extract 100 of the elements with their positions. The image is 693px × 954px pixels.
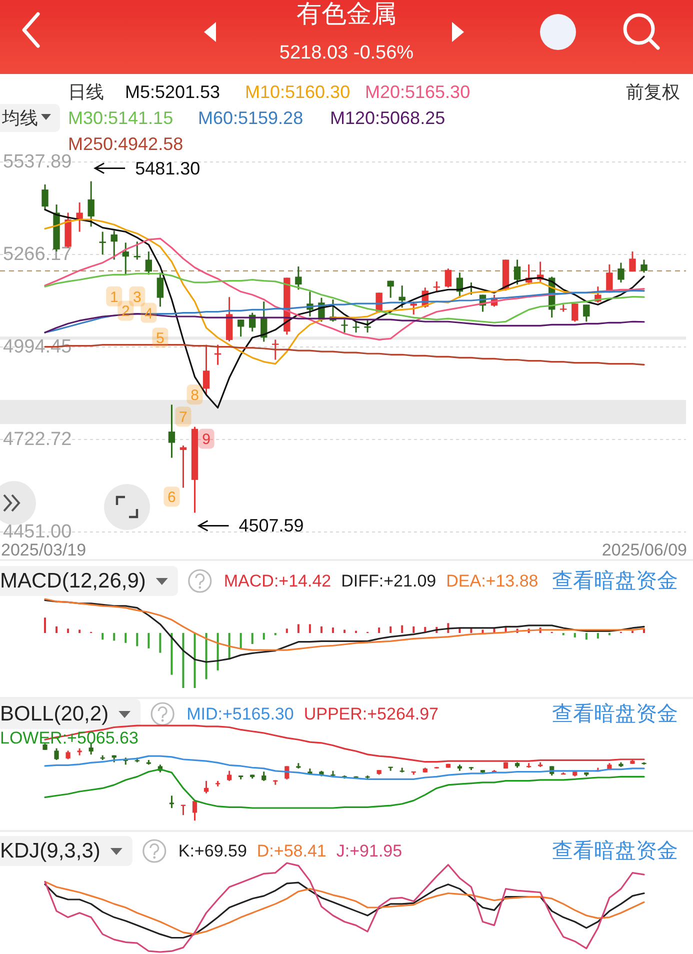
candlestick xyxy=(572,302,578,322)
candlestick xyxy=(583,304,590,322)
text: MACD:+14.42 xyxy=(224,572,332,590)
bar xyxy=(205,633,208,680)
y-tick-label: 5266.17 xyxy=(3,244,72,265)
candlestick xyxy=(192,800,198,822)
bar xyxy=(182,633,184,688)
candlestick xyxy=(352,320,360,334)
bar xyxy=(124,633,127,643)
bar xyxy=(113,633,116,641)
candlestick xyxy=(204,780,209,794)
series-label: J:+91.95 xyxy=(336,842,402,860)
y-tick-label: 4722.72 xyxy=(3,429,72,450)
candlestick xyxy=(272,338,279,360)
text: M5:5201.53 xyxy=(125,82,220,102)
text: M10:5160.30 xyxy=(245,82,350,102)
annotation: 3 xyxy=(132,288,142,306)
text: 日线 xyxy=(68,82,104,102)
bar xyxy=(482,630,484,633)
bar xyxy=(251,633,254,644)
bar xyxy=(159,633,162,653)
candlestick xyxy=(156,272,164,308)
bar xyxy=(240,633,242,648)
text: DEA:+13.88 xyxy=(446,572,538,590)
candlestick xyxy=(180,444,187,488)
text: M60:5159.28 xyxy=(198,108,304,128)
text: M250:4942.58 xyxy=(68,134,184,154)
x-tick-label: 2025/03/19 xyxy=(1,540,86,560)
candlestick xyxy=(237,318,244,338)
text: 前复权 xyxy=(626,82,680,102)
text: M120:5068.25 xyxy=(330,108,446,128)
bar xyxy=(136,633,138,646)
bar xyxy=(102,633,104,640)
candlestick xyxy=(88,742,94,756)
bar xyxy=(320,626,322,633)
line-series xyxy=(44,272,645,324)
bar xyxy=(297,624,300,633)
chart-title: KDJ(9,3,3) xyxy=(0,840,100,862)
y-tick-label: 4451.00 xyxy=(3,522,72,542)
bar xyxy=(390,626,392,633)
bar xyxy=(194,633,196,688)
bar xyxy=(67,628,70,633)
bar xyxy=(170,633,173,675)
candlestick xyxy=(629,250,636,272)
candlestick xyxy=(99,231,106,256)
annotation: 4507.59 xyxy=(238,516,304,536)
candlestick xyxy=(295,266,302,290)
annotation: 8 xyxy=(190,386,199,404)
candlestick xyxy=(640,258,648,274)
text: M20:5165.30 xyxy=(365,82,470,102)
bar xyxy=(344,630,346,633)
text: 查看暗盘资金 xyxy=(552,840,678,862)
annotation: 1 xyxy=(110,288,118,306)
chart-title: MACD(12,26,9) xyxy=(0,570,146,592)
bar xyxy=(332,628,334,633)
annotation: 5481.30 xyxy=(135,158,200,178)
series-label: D:+58.41 xyxy=(256,842,326,860)
bar xyxy=(308,624,311,633)
candlestick xyxy=(341,318,348,334)
candlestick xyxy=(88,180,94,228)
candlestick xyxy=(122,242,129,276)
candlestick xyxy=(169,794,174,809)
candlestick xyxy=(54,748,59,761)
candlestick xyxy=(227,770,232,782)
bar xyxy=(78,630,81,633)
x-tick-label: 2025/06/09 xyxy=(602,540,687,560)
bar xyxy=(286,628,288,633)
candlestick xyxy=(410,300,417,316)
text: MID:+5165.30 xyxy=(186,704,294,724)
candlestick xyxy=(514,258,521,286)
candlestick xyxy=(398,284,406,308)
candlestick xyxy=(42,184,48,210)
annotation: 5 xyxy=(156,330,164,348)
bar xyxy=(216,633,219,670)
chart-title: 有色金属 xyxy=(296,0,396,28)
series-label: LOWER:+5065.63 xyxy=(0,728,138,748)
text: 查看暗盘资金 xyxy=(552,570,678,592)
chart-title: BOLL(20,2) xyxy=(0,702,109,726)
bar xyxy=(585,633,588,640)
series-label: UPPER:+5264.97 xyxy=(304,704,438,724)
annotation: 6 xyxy=(168,489,176,506)
candlestick xyxy=(145,250,152,276)
bar xyxy=(401,625,404,633)
text: 均线 xyxy=(1,108,38,128)
bar xyxy=(378,628,380,633)
candlestick xyxy=(202,344,210,396)
candlestick xyxy=(618,262,624,284)
y-tick-label: 4994.45 xyxy=(3,336,72,358)
text: M30:5141.15 xyxy=(68,108,174,128)
y-tick-label: 5537.89 xyxy=(3,152,72,172)
bar xyxy=(574,633,576,638)
candlestick xyxy=(134,240,140,260)
candlestick xyxy=(168,404,176,459)
bar xyxy=(412,626,415,633)
text: DIFF:+21.09 xyxy=(341,572,436,590)
annotation: 7 xyxy=(179,409,188,426)
bar xyxy=(56,626,58,633)
candlestick xyxy=(110,230,118,260)
candlestick xyxy=(387,280,394,299)
annotation: 9 xyxy=(202,431,210,448)
